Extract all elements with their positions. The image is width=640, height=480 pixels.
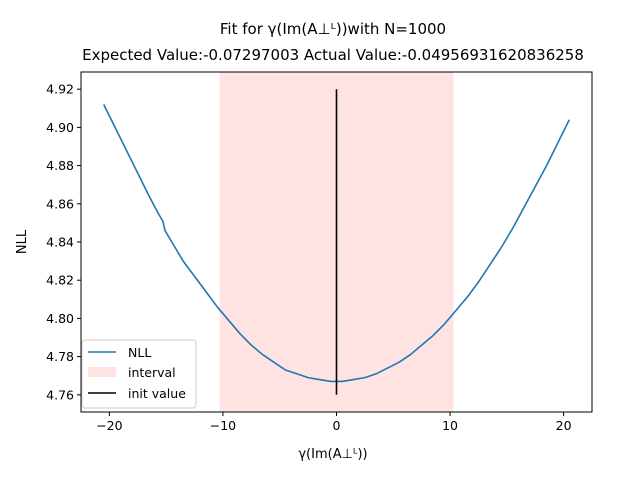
chart-title-line-1: Fit for γ(Im(A⊥ᴸ))with N=1000	[220, 20, 446, 38]
x-tick-label: 0	[333, 418, 341, 433]
x-tick-label: 10	[442, 418, 458, 433]
nll-curve	[102, 104, 571, 383]
legend-box	[81, 339, 197, 409]
legend-init-value-label: init value	[128, 386, 186, 401]
y-tick-label: 4.78	[46, 349, 74, 364]
y-tick-label: 4.92	[46, 82, 74, 97]
y-tick-label: 4.90	[46, 120, 74, 135]
x-tick-label: −20	[96, 418, 122, 433]
x-tick-label: 20	[556, 418, 572, 433]
y-tick-label: 4.82	[46, 273, 74, 288]
y-tick-label: 4.84	[46, 235, 74, 250]
y-tick-label: 4.76	[46, 387, 74, 402]
legend: NLL interval init value	[81, 339, 197, 409]
x-axis-label: γ(Im(A⊥ᴸ))	[298, 447, 367, 462]
legend-interval-swatch	[88, 367, 116, 377]
legend-interval-label: interval	[128, 365, 176, 380]
y-tick-label: 4.86	[46, 196, 74, 211]
y-tick-label: 4.80	[46, 311, 74, 326]
x-tick-label: −10	[210, 418, 236, 433]
legend-nll-label: NLL	[128, 345, 151, 360]
axis-ticks: −20 −10 0 10 20 4.76 4.78 4.80 4.82 4.84 4.86 4.88 4…	[46, 82, 571, 433]
y-axis-label: NLL	[15, 229, 30, 254]
y-tick-label: 4.88	[46, 158, 74, 173]
chart-title-line-2: Expected Value:-0.07297003 Actual Value:…	[82, 46, 584, 64]
